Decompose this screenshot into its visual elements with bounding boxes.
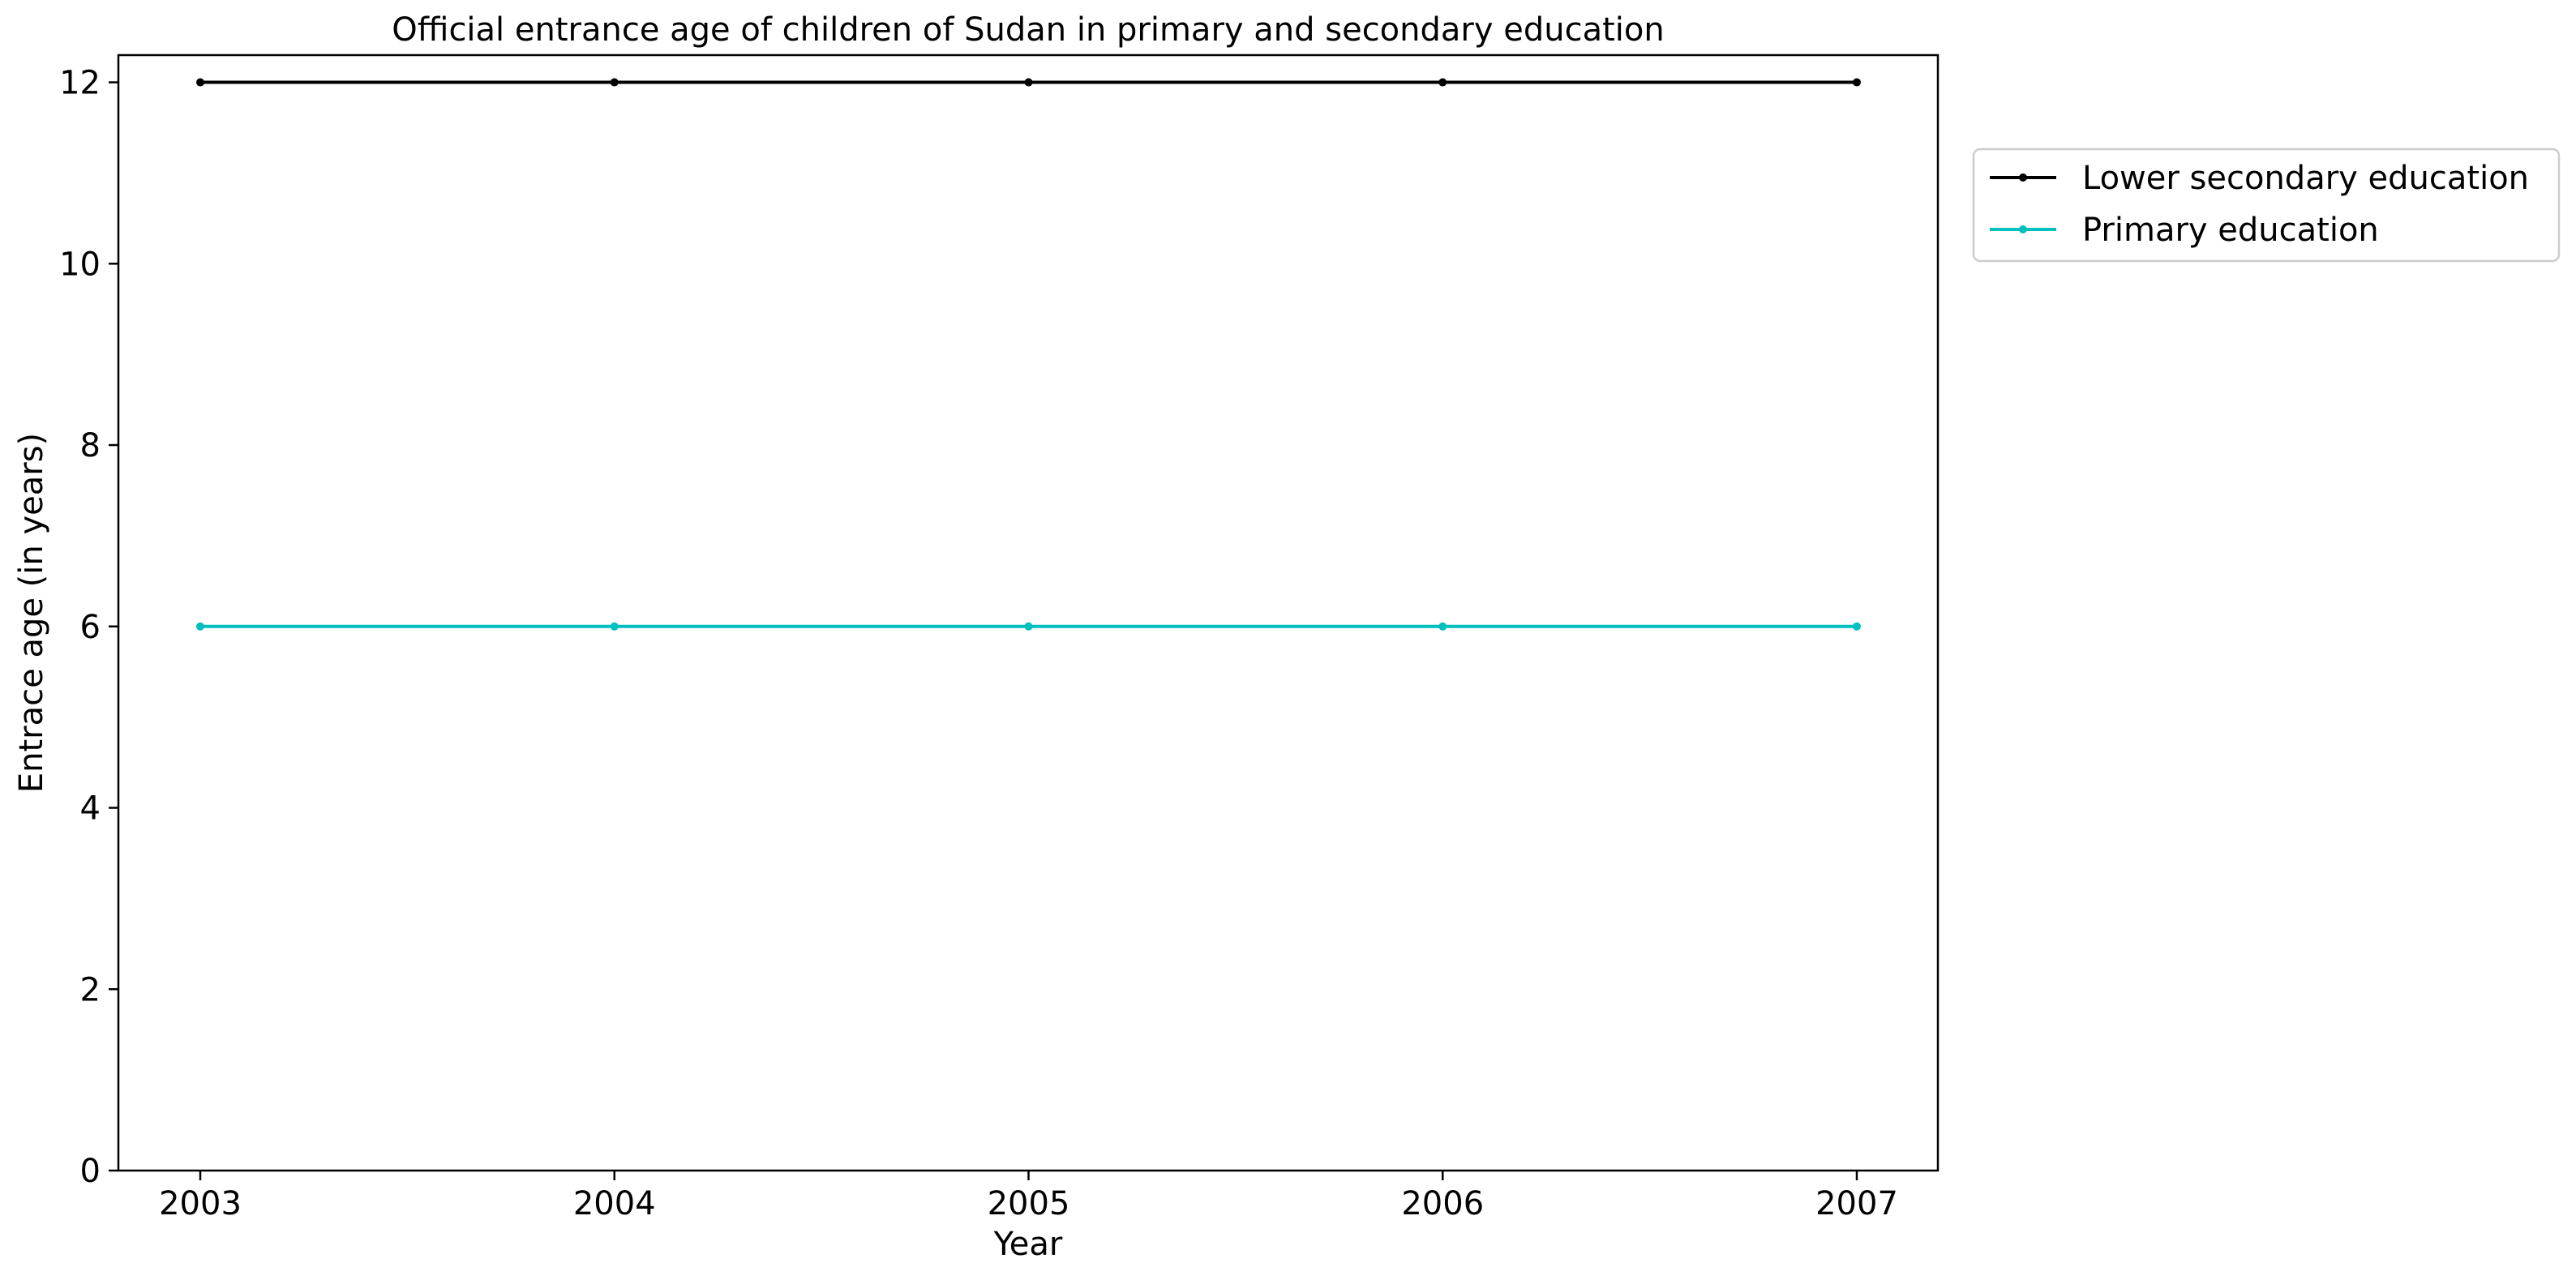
x-tick-label: 2006 [1401,1185,1484,1222]
series-layer [196,78,1861,631]
y-tick-label: 10 [59,246,101,283]
data-point [1024,622,1033,631]
legend-label: Lower secondary education [2082,160,2529,197]
x-axis-title: Year [993,1226,1063,1263]
data-point [1853,622,1861,631]
data-point [610,78,619,87]
y-axis: 0 2 4 6 8 10 12 [59,65,118,1190]
y-tick-label: 8 [80,427,101,464]
legend: Lower secondary education Primary educati… [1972,148,2561,263]
y-tick-label: 6 [80,609,101,646]
y-tick-label: 12 [59,65,101,102]
x-tick-label: 2007 [1815,1185,1898,1222]
x-axis: 2003 2004 2005 2006 2007 [159,1171,1898,1222]
chart-title: Official entrance age of children of Sud… [392,11,1664,49]
x-tick-label: 2004 [573,1185,656,1222]
data-point [610,622,619,631]
x-tick-label: 2005 [988,1185,1070,1222]
plot-frame [117,54,1940,1172]
legend-swatch-marker [2019,173,2027,182]
y-tick-label: 4 [80,790,101,828]
legend-swatch-marker [2019,225,2027,233]
legend-entries: Lower secondary education Primary educati… [1990,160,2529,249]
y-axis-title: Entrace age (in years) [13,433,50,793]
data-point [1438,622,1447,631]
data-point [196,78,204,87]
y-tick-label: 2 [80,971,101,1008]
legend-frame [1972,148,2561,263]
data-point [1024,78,1033,87]
x-tick-label: 2003 [159,1185,242,1222]
data-point [196,622,204,631]
data-point [1438,78,1447,87]
data-point [1853,78,1861,87]
y-tick-label: 0 [80,1153,101,1190]
legend-label: Primary education [2082,212,2379,249]
